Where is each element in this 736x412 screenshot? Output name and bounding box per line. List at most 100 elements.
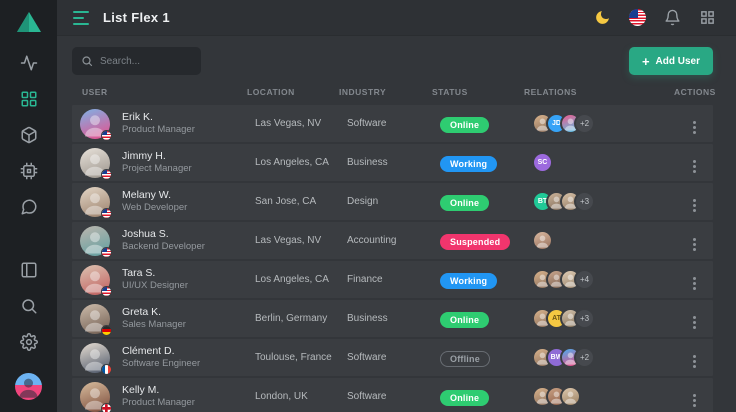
table-row[interactable]: Melany W. Web Developer San Jose, CA Des… — [72, 183, 713, 220]
person-silhouette-icon — [85, 153, 105, 175]
user-role: Product Manager — [122, 397, 195, 409]
relations-more-badge[interactable]: +4 — [574, 269, 595, 290]
sidebar — [0, 0, 57, 412]
table-row[interactable]: Greta K. Sales Manager Berlin, Germany B… — [72, 300, 713, 337]
table-row[interactable]: Erik K. Product Manager Las Vegas, NV So… — [72, 105, 713, 142]
sidebar-item-dashboard[interactable] — [20, 90, 38, 108]
status-badge: Online — [440, 311, 490, 328]
relation-photo-avatar[interactable] — [532, 230, 553, 251]
industry-cell: Business — [347, 313, 388, 324]
person-silhouette-icon — [85, 309, 105, 331]
language-selector[interactable] — [629, 9, 646, 26]
grid-icon — [21, 91, 36, 107]
row-actions-menu-icon[interactable] — [690, 196, 699, 215]
user-name: Clément D. — [122, 345, 175, 358]
country-flag-icon — [101, 168, 112, 180]
add-user-button[interactable]: + Add User — [628, 47, 713, 75]
country-flag-icon — [101, 129, 112, 141]
sidebar-item-search[interactable] — [20, 297, 38, 315]
apps-menu-button[interactable] — [699, 9, 716, 26]
person-silhouette-icon — [550, 391, 563, 404]
industry-cell: Finance — [347, 274, 383, 285]
search-icon — [21, 299, 36, 314]
person-silhouette-icon — [550, 196, 563, 209]
user-avatar — [80, 108, 112, 141]
person-silhouette-icon — [564, 391, 577, 404]
page-title: List Flex 1 — [103, 10, 170, 25]
sidebar-item-activity[interactable] — [20, 54, 38, 72]
person-silhouette-icon — [536, 391, 549, 404]
content-area: + Add User USER LOCATION INDUSTRY STATUS… — [57, 36, 736, 412]
user-role: UI/UX Designer — [122, 280, 188, 292]
row-actions-menu-icon[interactable] — [690, 274, 699, 293]
table-row[interactable]: Clément D. Software Engineer Toulouse, F… — [72, 339, 713, 376]
row-actions-menu-icon[interactable] — [690, 118, 699, 137]
person-silhouette-icon — [536, 118, 549, 131]
country-flag-icon — [101, 363, 112, 375]
status-badge: Online — [440, 116, 490, 133]
search-input[interactable] — [100, 55, 192, 67]
column-header-user: USER — [82, 87, 108, 97]
country-flag-icon — [101, 246, 112, 258]
app-logo-icon — [16, 12, 41, 32]
actions-cell — [682, 189, 705, 215]
status-cell: Online — [440, 193, 532, 211]
row-actions-menu-icon[interactable] — [690, 157, 699, 176]
table-row[interactable]: Joshua S. Backend Developer Las Vegas, N… — [72, 222, 713, 259]
relations-cell — [532, 386, 682, 407]
person-silhouette-icon — [19, 378, 38, 398]
actions-cell — [682, 345, 705, 371]
table-row[interactable]: Kelly M. Product Manager London, UK Soft… — [72, 378, 713, 412]
relations-more-badge[interactable]: +3 — [574, 191, 595, 212]
location-cell: Los Angeles, CA — [255, 274, 329, 285]
relation-initials-avatar[interactable]: SC — [532, 152, 553, 173]
column-header-industry: INDUSTRY — [339, 87, 387, 97]
location-cell: Los Angeles, CA — [255, 157, 329, 168]
user-role: Project Manager — [122, 163, 192, 175]
notifications-button[interactable] — [664, 9, 681, 26]
person-silhouette-icon — [85, 387, 105, 409]
relation-photo-avatar[interactable] — [560, 386, 581, 407]
activity-icon — [20, 55, 37, 71]
column-header-status: STATUS — [432, 87, 468, 97]
relations-more-badge[interactable]: +2 — [574, 113, 595, 134]
search-box[interactable] — [72, 47, 201, 75]
person-silhouette-icon — [564, 352, 577, 365]
table-row[interactable]: Tara S. UI/UX Designer Los Angeles, CA F… — [72, 261, 713, 298]
row-actions-menu-icon[interactable] — [690, 391, 699, 410]
menu-toggle-icon[interactable] — [73, 10, 91, 25]
user-avatar — [80, 381, 112, 412]
row-actions-menu-icon[interactable] — [690, 235, 699, 254]
person-silhouette-icon — [564, 118, 577, 131]
person-silhouette-icon — [536, 352, 549, 365]
location-cell: Berlin, Germany — [255, 313, 328, 324]
person-silhouette-icon — [85, 270, 105, 292]
industry-cell: Software — [347, 118, 387, 129]
us-flag-icon — [629, 9, 646, 26]
relations-cell: BT +3 — [532, 191, 682, 212]
sidebar-item-layout[interactable] — [20, 261, 38, 279]
row-actions-menu-icon[interactable] — [690, 313, 699, 332]
actions-cell — [682, 306, 705, 332]
person-silhouette-icon — [85, 114, 105, 136]
relations-more-badge[interactable]: +2 — [574, 347, 595, 368]
chat-icon — [21, 199, 37, 215]
industry-cell: Software — [347, 391, 387, 402]
sidebar-item-settings[interactable] — [19, 333, 38, 351]
relations-more-badge[interactable]: +3 — [574, 308, 595, 329]
relations-cell: SC — [532, 152, 682, 173]
actions-cell — [682, 111, 705, 137]
location-cell: Las Vegas, NV — [255, 235, 322, 246]
actions-cell — [682, 384, 705, 410]
user-role: Sales Manager — [122, 319, 186, 331]
table-body: Erik K. Product Manager Las Vegas, NV So… — [72, 105, 713, 412]
sidebar-item-messages[interactable] — [20, 198, 38, 216]
dark-mode-toggle[interactable] — [594, 9, 611, 26]
row-actions-menu-icon[interactable] — [690, 352, 699, 371]
bell-icon — [665, 9, 680, 26]
sidebar-item-system[interactable] — [20, 162, 38, 180]
sidebar-item-products[interactable] — [20, 126, 38, 144]
person-silhouette-icon — [564, 274, 577, 287]
table-row[interactable]: Jimmy H. Project Manager Los Angeles, CA… — [72, 144, 713, 181]
sidebar-user-avatar[interactable] — [15, 373, 42, 400]
